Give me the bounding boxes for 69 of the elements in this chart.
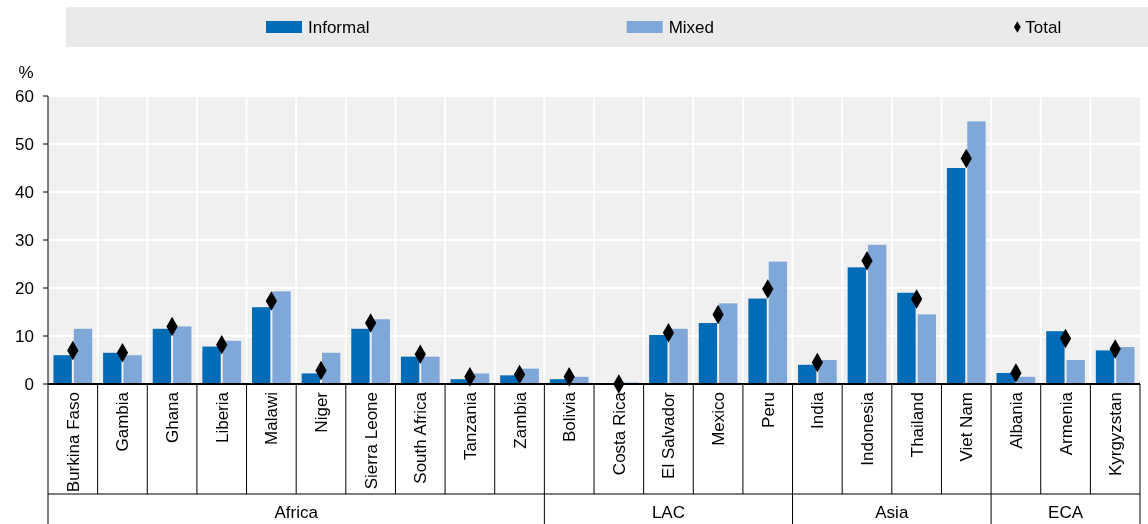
- y-tick-label: 50: [15, 134, 34, 154]
- x-tick-label: Niger: [312, 391, 331, 433]
- y-tick-label: 0: [24, 374, 34, 394]
- bar: [698, 323, 718, 384]
- bar: [202, 346, 221, 384]
- x-tick-label: South Africa: [411, 391, 431, 484]
- text: LAC: [651, 503, 685, 522]
- x-tick-label: Costa Rica: [609, 391, 629, 476]
- bar: [152, 328, 172, 384]
- bar: [967, 121, 986, 384]
- bar: [917, 314, 936, 384]
- bar: [1116, 347, 1135, 384]
- bar: [252, 307, 271, 384]
- x-tick-label: Burkina Faso: [63, 392, 83, 493]
- bar: [123, 355, 142, 384]
- y-tick-label: 10: [15, 326, 34, 346]
- y-axis-title: %: [18, 63, 34, 82]
- legend-label: Informal: [308, 18, 370, 37]
- bar: [73, 328, 93, 384]
- bar: [868, 244, 887, 384]
- x-tick-label: Sierra Leone: [361, 392, 381, 490]
- bar: [53, 355, 72, 384]
- x-tick-label: Albania: [1006, 391, 1026, 449]
- x-tick-label: Ghana: [163, 391, 183, 444]
- y-tick-label: 60: [15, 86, 34, 106]
- x-tick-label: Kyrgyzstan: [1106, 392, 1126, 477]
- x-tick-label: El Salvador: [659, 391, 679, 479]
- bar: [946, 168, 966, 384]
- bar: [272, 291, 291, 384]
- bar: [669, 328, 688, 384]
- bar: [421, 356, 440, 384]
- x-tick-label: Thailand: [907, 392, 927, 458]
- bar: [1095, 350, 1115, 384]
- x-tick-label: Mexico: [709, 392, 729, 446]
- x-tick-label: Gambia: [113, 391, 133, 452]
- x-tick-label: Bolivia: [560, 391, 580, 443]
- x-tick-label: Armenia: [1056, 391, 1076, 456]
- x-tick-label: Viet Nam: [957, 392, 977, 462]
- bar: [1066, 360, 1085, 384]
- bar: [371, 319, 390, 384]
- bar: [351, 328, 370, 384]
- text: ECA: [1048, 503, 1084, 522]
- bar: [748, 298, 767, 384]
- x-tick-label: Malawi: [262, 392, 282, 445]
- x-tick-label: Peru: [758, 392, 778, 428]
- bar: [400, 356, 420, 384]
- bar: [649, 335, 668, 384]
- x-tick-label: Liberia: [212, 391, 232, 444]
- bar: [719, 303, 738, 384]
- bar: [173, 326, 192, 384]
- text: Asia: [875, 503, 909, 522]
- bar: [798, 364, 817, 384]
- y-tick-label: 40: [15, 182, 34, 202]
- bar: [897, 292, 916, 384]
- bar: [847, 267, 866, 384]
- bar: [1046, 331, 1065, 384]
- bar: [768, 261, 788, 384]
- bar: [103, 352, 122, 384]
- bar: [818, 360, 837, 384]
- text: Africa: [274, 503, 319, 522]
- y-tick-label: 20: [15, 278, 34, 298]
- bar: [222, 340, 242, 384]
- legend-label: Mixed: [668, 18, 715, 37]
- y-tick-label: 30: [15, 230, 34, 250]
- x-tick-label: Zambia: [510, 391, 530, 449]
- x-tick-label: Tanzania: [460, 391, 480, 461]
- x-tick-label: India: [808, 391, 828, 429]
- x-tick-label: Indonesia: [858, 391, 877, 466]
- legend-label: Total: [1025, 18, 1062, 37]
